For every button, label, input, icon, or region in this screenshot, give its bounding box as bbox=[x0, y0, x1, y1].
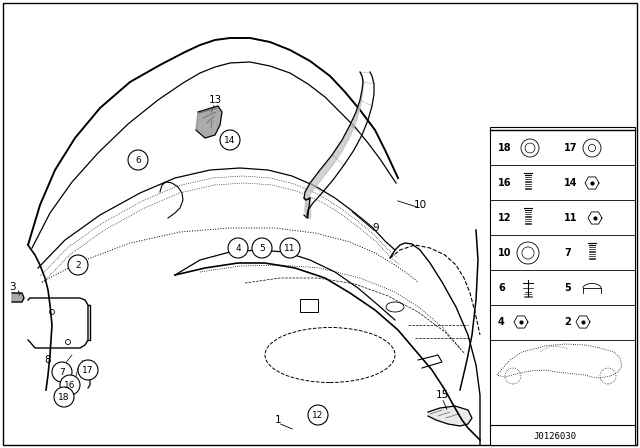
Bar bbox=[490, 127, 635, 445]
Text: 6: 6 bbox=[498, 283, 505, 293]
Text: 5: 5 bbox=[259, 244, 265, 253]
Text: 18: 18 bbox=[498, 143, 511, 153]
Circle shape bbox=[52, 362, 72, 382]
Text: 2: 2 bbox=[564, 317, 571, 327]
Text: 8: 8 bbox=[45, 355, 51, 365]
Text: 2: 2 bbox=[75, 260, 81, 270]
Text: 10: 10 bbox=[498, 248, 511, 258]
Circle shape bbox=[280, 238, 300, 258]
Polygon shape bbox=[12, 293, 24, 302]
Bar bbox=[300, 299, 318, 312]
Text: 14: 14 bbox=[224, 135, 236, 145]
Polygon shape bbox=[428, 406, 472, 426]
Circle shape bbox=[252, 238, 272, 258]
Text: 17: 17 bbox=[83, 366, 93, 375]
Text: 12: 12 bbox=[498, 213, 511, 223]
Text: 18: 18 bbox=[58, 392, 70, 401]
Text: 1: 1 bbox=[275, 415, 282, 425]
Text: 5: 5 bbox=[564, 283, 571, 293]
Text: 6: 6 bbox=[135, 155, 141, 164]
Text: 4: 4 bbox=[235, 244, 241, 253]
Text: 4: 4 bbox=[498, 317, 505, 327]
Text: 13: 13 bbox=[209, 95, 221, 105]
Text: 3: 3 bbox=[9, 282, 15, 292]
Circle shape bbox=[68, 255, 88, 275]
Text: 12: 12 bbox=[312, 410, 324, 419]
Circle shape bbox=[54, 387, 74, 407]
Circle shape bbox=[220, 130, 240, 150]
Circle shape bbox=[128, 150, 148, 170]
Circle shape bbox=[78, 360, 98, 380]
Circle shape bbox=[308, 405, 328, 425]
Text: 14: 14 bbox=[564, 178, 577, 188]
Text: 16: 16 bbox=[64, 380, 76, 389]
Text: J0126030: J0126030 bbox=[534, 431, 577, 440]
Circle shape bbox=[228, 238, 248, 258]
Text: 10: 10 bbox=[413, 200, 427, 210]
Text: 15: 15 bbox=[435, 390, 449, 400]
Text: 11: 11 bbox=[564, 213, 577, 223]
Text: 7: 7 bbox=[59, 367, 65, 376]
Text: 16: 16 bbox=[498, 178, 511, 188]
Circle shape bbox=[60, 375, 80, 395]
Text: 11: 11 bbox=[284, 244, 296, 253]
Polygon shape bbox=[196, 106, 222, 138]
Text: 7: 7 bbox=[564, 248, 571, 258]
Text: 9: 9 bbox=[372, 223, 380, 233]
Text: 17: 17 bbox=[564, 143, 577, 153]
